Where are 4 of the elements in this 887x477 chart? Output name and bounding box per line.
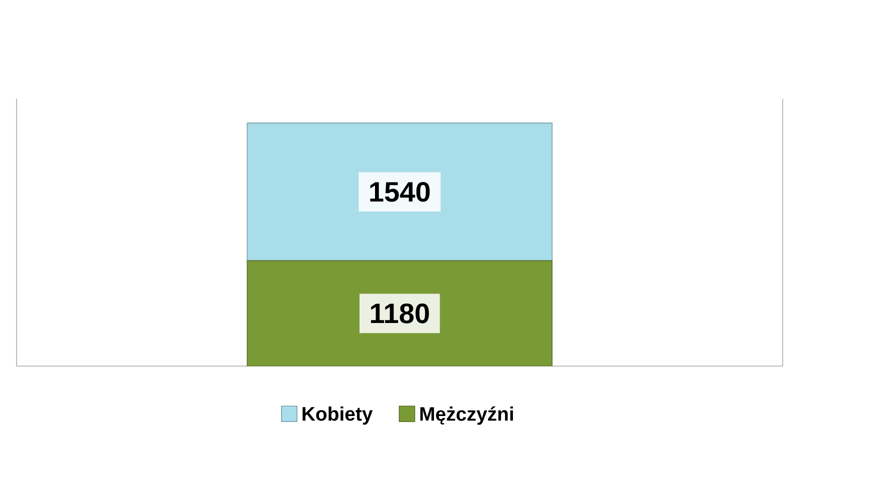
data-label: 1540	[370, 182, 430, 202]
legend-label: Kobiety	[302, 406, 373, 425]
data-label: 1180	[371, 303, 429, 324]
legend-label: Mężczyźni	[420, 406, 513, 425]
